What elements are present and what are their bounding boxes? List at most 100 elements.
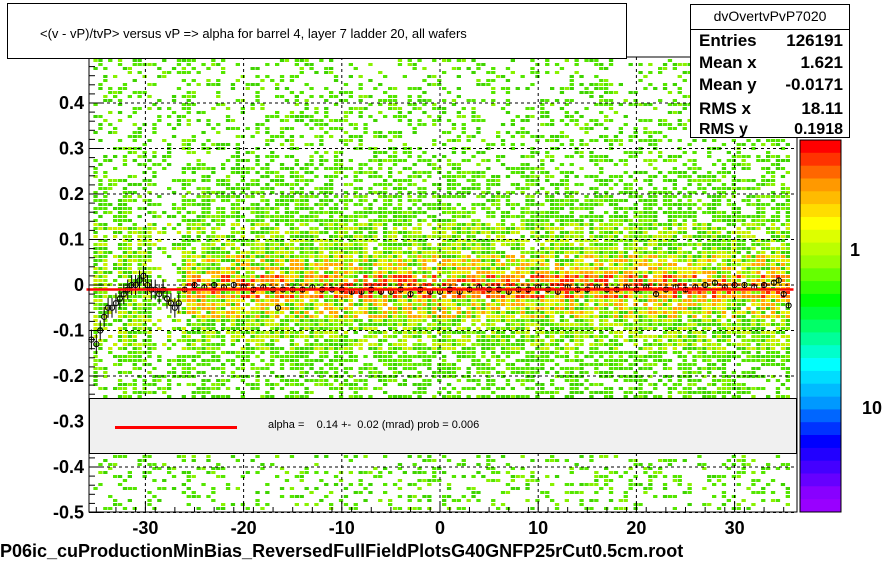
heatmap-cell bbox=[265, 251, 270, 254]
heatmap-cell bbox=[230, 339, 236, 342]
heatmap-cell bbox=[122, 235, 128, 238]
heatmap-cell bbox=[392, 215, 398, 218]
heatmap-cell bbox=[275, 207, 280, 210]
heatmap-cell bbox=[388, 503, 393, 506]
heatmap-cell bbox=[235, 63, 240, 66]
heatmap-cell bbox=[230, 259, 236, 262]
heatmap-cell bbox=[186, 227, 191, 230]
heatmap-cell bbox=[486, 211, 491, 214]
heatmap-cell bbox=[491, 503, 496, 506]
heatmap-cell bbox=[206, 235, 211, 238]
heatmap-cell bbox=[186, 183, 191, 186]
heatmap-cell bbox=[117, 319, 123, 322]
heatmap-cell bbox=[235, 211, 240, 214]
heatmap-cell bbox=[309, 347, 314, 350]
heatmap-cell bbox=[378, 99, 383, 102]
heatmap-cell bbox=[515, 263, 520, 266]
heatmap-cell bbox=[437, 255, 442, 258]
heatmap-cell bbox=[496, 507, 501, 510]
heatmap-cell bbox=[299, 271, 304, 274]
heatmap-cell bbox=[201, 271, 206, 274]
heatmap-cell bbox=[363, 327, 368, 330]
heatmap-cell bbox=[275, 355, 280, 358]
heatmap-cell bbox=[265, 295, 270, 298]
heatmap-cell bbox=[437, 303, 442, 306]
heatmap-cell bbox=[235, 251, 240, 254]
heatmap-cell bbox=[265, 127, 270, 130]
heatmap-cell bbox=[496, 479, 501, 482]
heatmap-cell bbox=[152, 383, 157, 386]
heatmap-cell bbox=[348, 295, 353, 298]
heatmap-cell bbox=[265, 263, 270, 266]
heatmap-cell bbox=[142, 387, 147, 390]
heatmap-cell bbox=[388, 259, 393, 262]
heatmap-cell bbox=[510, 299, 515, 302]
heatmap-cell bbox=[353, 203, 358, 206]
heatmap-cell bbox=[515, 327, 520, 330]
heatmap-cell bbox=[466, 499, 471, 502]
heatmap-cell bbox=[260, 235, 265, 238]
heatmap-cell bbox=[235, 99, 240, 102]
heatmap-cell bbox=[388, 279, 393, 282]
heatmap-cell bbox=[456, 95, 461, 98]
heatmap-cell bbox=[196, 271, 201, 274]
heatmap-cell bbox=[388, 271, 393, 274]
heatmap-cell bbox=[299, 395, 304, 398]
heatmap-cell bbox=[397, 263, 403, 266]
heatmap-cell bbox=[402, 275, 407, 278]
heatmap-cell bbox=[481, 307, 486, 310]
heatmap-cell bbox=[211, 307, 216, 310]
heatmap-cell bbox=[216, 335, 221, 338]
heatmap-cell bbox=[201, 295, 206, 298]
heatmap-cell bbox=[461, 347, 466, 350]
heatmap-cell bbox=[260, 227, 265, 230]
heatmap-cell bbox=[279, 319, 285, 322]
heatmap-cell bbox=[167, 331, 172, 334]
heatmap-cell bbox=[486, 319, 491, 322]
heatmap-cell bbox=[476, 383, 481, 386]
heatmap-cell bbox=[270, 295, 275, 298]
heatmap-cell bbox=[461, 299, 466, 302]
heatmap-cell bbox=[186, 303, 191, 306]
heatmap-cell bbox=[206, 187, 211, 190]
heatmap-cell bbox=[279, 75, 285, 78]
heatmap-cell bbox=[304, 323, 309, 326]
heatmap-cell bbox=[451, 239, 457, 242]
heatmap-cell bbox=[122, 395, 128, 398]
heatmap-cell bbox=[456, 267, 461, 270]
heatmap-cell bbox=[93, 159, 98, 162]
heatmap-cell bbox=[500, 339, 506, 342]
heatmap-cell bbox=[476, 463, 481, 466]
heatmap-cell bbox=[368, 275, 373, 278]
heatmap-cell bbox=[299, 71, 304, 74]
heatmap-cell bbox=[486, 479, 491, 482]
heatmap-cell bbox=[378, 351, 383, 354]
heatmap-cell bbox=[304, 207, 309, 210]
heatmap-cell bbox=[260, 195, 265, 198]
heatmap-cell bbox=[461, 267, 466, 270]
heatmap-cell bbox=[309, 379, 314, 382]
heatmap-cell bbox=[388, 235, 393, 238]
heatmap-cell bbox=[466, 67, 471, 70]
heatmap-cell bbox=[265, 243, 270, 246]
heatmap-cell bbox=[491, 251, 496, 254]
heatmap-cell bbox=[127, 195, 132, 198]
heatmap-cell bbox=[486, 379, 491, 382]
heatmap-cell bbox=[378, 111, 383, 114]
heatmap-cell bbox=[113, 155, 118, 158]
heatmap-cell bbox=[481, 351, 486, 354]
heatmap-cell bbox=[324, 255, 329, 258]
heatmap-cell bbox=[353, 191, 358, 194]
heatmap-cell bbox=[181, 171, 186, 174]
heatmap-cell bbox=[304, 107, 309, 110]
heatmap-cell bbox=[451, 187, 457, 190]
heatmap-cell bbox=[284, 319, 290, 322]
heatmap-cell bbox=[216, 299, 221, 302]
heatmap-cell bbox=[137, 91, 142, 94]
heatmap-cell bbox=[348, 347, 353, 350]
heatmap-cell bbox=[176, 319, 182, 322]
heatmap-cell bbox=[515, 331, 520, 334]
heatmap-cell bbox=[353, 259, 358, 262]
heatmap-cell bbox=[127, 371, 132, 374]
heatmap-cell bbox=[137, 243, 142, 246]
